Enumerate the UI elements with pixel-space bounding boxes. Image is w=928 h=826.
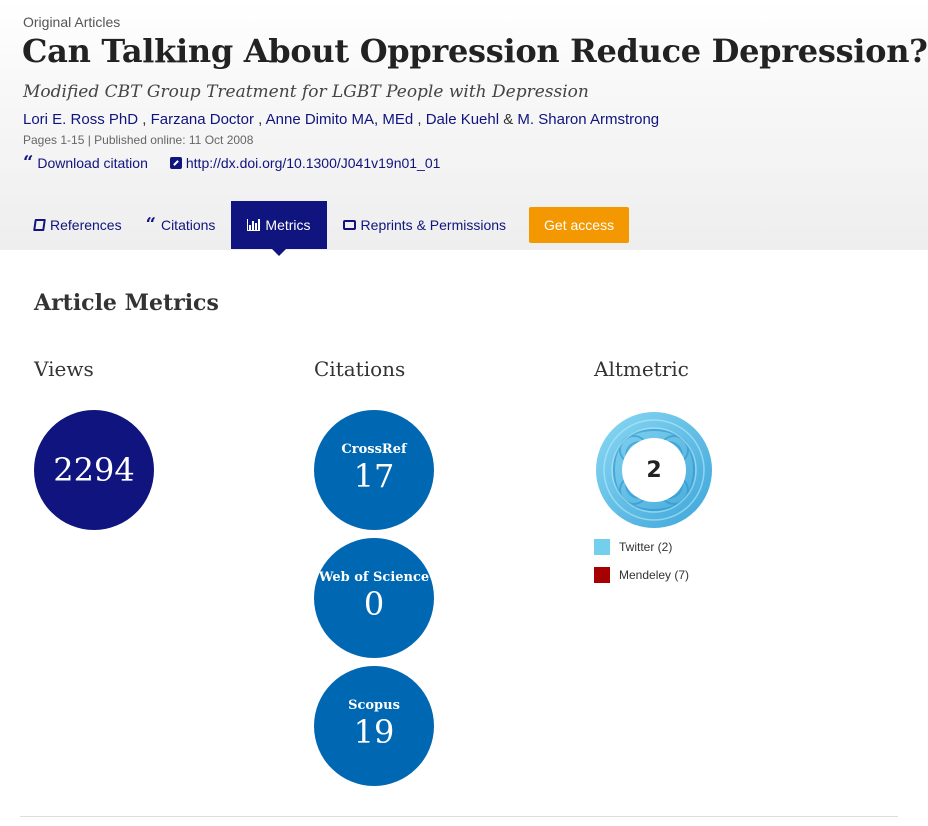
altmetric-donut[interactable]: 2: [594, 410, 714, 530]
print-icon: [342, 220, 356, 230]
article-header: [0, 0, 928, 250]
views-count-circle: 2294: [34, 410, 154, 530]
quote-icon: “: [23, 152, 34, 173]
author-separator: &: [499, 111, 518, 128]
citation-count: 19: [353, 712, 395, 751]
author-separator: ,: [413, 111, 426, 128]
legend-item-mendeley: Mendeley (7): [594, 567, 689, 583]
citation-source: Web of Science: [318, 569, 430, 585]
author-link[interactable]: Anne Dimito MA, MEd: [265, 111, 414, 128]
twitter-swatch: [594, 539, 610, 555]
download-citation-label: Download citation: [37, 155, 148, 171]
citation-count: 0: [363, 584, 385, 623]
author-link[interactable]: Farzana Doctor: [150, 111, 254, 128]
author-separator: ,: [138, 111, 151, 128]
author-list: Lori E. Ross PhD , Farzana Doctor , Anne…: [23, 111, 659, 128]
scopus-citation-circle[interactable]: Scopus 19: [314, 666, 434, 786]
bar-chart-icon: [247, 219, 261, 231]
article-tabs: References “ Citations Metrics Reprints …: [22, 200, 630, 256]
views-heading: Views: [34, 357, 94, 381]
citation-source: CrossRef: [341, 441, 407, 457]
tab-references[interactable]: References: [22, 201, 134, 249]
crossref-citation-circle[interactable]: CrossRef 17: [314, 410, 434, 530]
article-links: “ Download citation http://dx.doi.org/10…: [23, 152, 441, 173]
metrics-heading: Article Metrics: [34, 290, 219, 316]
book-icon: [33, 219, 46, 231]
quote-icon: “: [145, 214, 156, 235]
mendeley-swatch: [594, 567, 610, 583]
citations-heading: Citations: [314, 357, 406, 381]
tab-metrics[interactable]: Metrics: [231, 201, 327, 256]
article-subtitle: Modified CBT Group Treatment for LGBT Pe…: [23, 82, 589, 102]
altmetric-heading: Altmetric: [594, 357, 689, 381]
author-link[interactable]: Dale Kuehl: [425, 111, 500, 128]
tab-references-label: References: [50, 217, 122, 233]
citation-source: Scopus: [348, 697, 400, 713]
article-title: Can Talking About Oppression Reduce Depr…: [22, 32, 928, 70]
tab-reprints-label: Reprints & Permissions: [360, 217, 507, 233]
download-citation-link[interactable]: “ Download citation: [23, 152, 148, 173]
altmetric-score: 2: [622, 438, 686, 502]
web-of-science-citation-circle[interactable]: Web of Science 0: [314, 538, 434, 658]
doi-link[interactable]: http://dx.doi.org/10.1300/J041v19n01_01: [169, 155, 441, 171]
author-link[interactable]: M. Sharon Armstrong: [517, 111, 660, 128]
citation-count: 17: [353, 456, 395, 495]
publication-info: Pages 1-15 | Published online: 11 Oct 20…: [23, 133, 254, 147]
legend-label: Mendeley (7): [619, 568, 690, 582]
legend-label: Twitter (2): [619, 540, 673, 554]
tab-citations-label: Citations: [160, 217, 216, 233]
divider: [20, 816, 898, 817]
get-access-button[interactable]: Get access: [529, 207, 630, 243]
external-link-icon: [169, 157, 182, 169]
views-count: 2294: [53, 451, 135, 489]
author-link[interactable]: Lori E. Ross PhD: [23, 111, 139, 128]
doi-label: http://dx.doi.org/10.1300/J041v19n01_01: [185, 155, 441, 171]
tab-reprints[interactable]: Reprints & Permissions: [331, 201, 519, 249]
legend-item-twitter: Twitter (2): [594, 539, 672, 555]
tab-citations[interactable]: “ Citations: [134, 201, 228, 249]
author-separator: ,: [253, 111, 266, 128]
tab-metrics-label: Metrics: [265, 217, 311, 233]
section-label: Original Articles: [23, 14, 121, 30]
